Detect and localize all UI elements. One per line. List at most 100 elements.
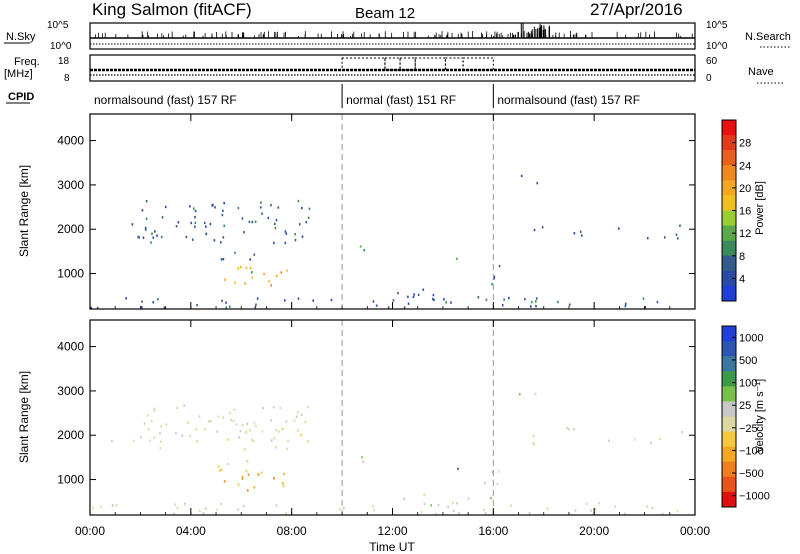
range-gate-cell: [246, 422, 249, 426]
range-gate-cell: [225, 306, 228, 309]
range-gate-cell: [452, 501, 454, 505]
range-gate-cell: [149, 439, 152, 442]
range-gate-cell: [275, 428, 278, 432]
cpid-mode-label: normalsound (fast) 157 RF: [497, 93, 640, 107]
range-gate-cell: [431, 297, 434, 301]
range-gate-cell: [618, 227, 620, 230]
range-gate-cell: [202, 512, 205, 515]
range-gate-cell: [361, 456, 363, 459]
range-gate-cell: [675, 233, 678, 236]
range-gate-cell: [528, 511, 531, 515]
range-gate-cell: [220, 258, 223, 261]
range-gate-cell: [535, 300, 537, 303]
range-gate-cell: [160, 440, 162, 444]
colorbar-swatch: [722, 225, 736, 242]
range-gate-cell: [573, 428, 575, 431]
range-gate-cell: [143, 422, 146, 425]
range-gate-cell: [679, 224, 681, 227]
range-gate-cell: [141, 209, 144, 212]
velocity-panel: 1000 2000 3000 4000 Slant Range [km] 1000 50…: [17, 319, 770, 516]
range-gate-cell: [373, 508, 375, 512]
range-gate-cell: [243, 448, 246, 451]
range-gate-cell: [434, 512, 437, 516]
x-tick-label: 00:00: [75, 524, 105, 538]
range-gate-cell: [407, 302, 410, 305]
velocity-colorbar: 1000 500 100 25 −25 −100 −500 −1000: [721, 325, 770, 508]
range-gate-cell: [656, 300, 659, 304]
colorbar-swatch: [722, 431, 736, 448]
colorbar-swatch: [722, 210, 736, 227]
range-gate-cell: [477, 296, 480, 299]
colorbar-tick-label: 1000: [739, 332, 763, 344]
range-gate-cell: [565, 426, 568, 430]
range-gate-cell: [362, 460, 364, 463]
range-gate-cell: [493, 277, 495, 280]
range-gate-cell: [510, 504, 512, 507]
range-gate-cell: [484, 511, 487, 515]
colorbar-swatch: [722, 326, 736, 342]
range-gate-cell: [270, 419, 272, 422]
range-gate-cell: [145, 217, 148, 220]
range-gate-cell: [185, 235, 188, 239]
range-gate-cell: [300, 433, 302, 437]
range-gate-cell: [235, 423, 238, 426]
range-gate-cell: [131, 223, 134, 226]
range-gate-cell: [160, 235, 163, 239]
freq-mode-box: [341, 57, 386, 71]
range-gate-cell: [99, 505, 102, 509]
range-gate-cell: [145, 199, 148, 203]
range-gate-cell: [305, 220, 308, 224]
range-gate-cell: [196, 439, 198, 443]
range-gate-cell: [452, 509, 455, 512]
colorbar-swatch: [722, 491, 736, 508]
range-gate-cell: [245, 430, 247, 434]
range-gate-cell: [90, 306, 93, 310]
colorbar-tick-label: 500: [739, 355, 757, 367]
range-gate-cell: [159, 446, 162, 450]
range-gate-cell: [153, 230, 156, 233]
range-gate-cell: [300, 413, 303, 416]
range-gate-cell: [457, 467, 459, 470]
range-gate-cell: [220, 502, 223, 506]
range-gate-cell: [254, 305, 257, 309]
y-tick-label: 2000: [57, 222, 84, 236]
nsky-tick-bottom: 10^0: [50, 41, 72, 52]
range-gate-cell: [275, 218, 278, 222]
range-gate-cell: [115, 504, 118, 507]
range-gate-cell: [153, 409, 155, 412]
range-gate-cell: [142, 236, 145, 239]
range-gate-cell: [541, 226, 544, 229]
range-gate-cell: [254, 220, 257, 223]
range-gate-cell: [532, 441, 534, 445]
range-gate-cell: [484, 482, 486, 485]
power-colorbar-label: Power [dB]: [754, 181, 766, 235]
x-tick-label: 04:00: [176, 524, 206, 538]
range-gate-cell: [443, 298, 445, 301]
range-gate-cell: [222, 209, 224, 213]
range-gate-cell: [423, 493, 426, 497]
range-gate-cell: [244, 282, 246, 285]
range-gate-cell: [280, 271, 283, 274]
nsky-frame: [89, 22, 696, 50]
range-gate-cell: [298, 223, 301, 226]
range-gate-cell: [589, 509, 592, 512]
range-gate-cell: [297, 411, 299, 414]
range-gate-cell: [242, 504, 245, 508]
range-gate-cell: [423, 502, 426, 506]
range-gate-cell: [433, 298, 435, 302]
range-gate-cell: [251, 220, 254, 224]
range-gate-cell: [146, 414, 149, 417]
range-gate-cell: [270, 203, 272, 207]
colorbar-tick-label: 25: [739, 400, 751, 412]
range-gate-cell: [152, 301, 155, 304]
range-gate-cell: [214, 206, 216, 209]
range-gate-cell: [624, 304, 627, 308]
range-gate-cell: [193, 225, 196, 228]
colorbar-tick-label: 20: [739, 183, 751, 195]
range-gate-cell: [420, 510, 423, 514]
range-gate-cell: [567, 427, 570, 431]
power-mode-boundaries: [341, 114, 494, 309]
x-tick-label: 08:00: [277, 524, 307, 538]
range-gate-cell: [568, 303, 571, 306]
colorbar-swatch: [722, 356, 736, 372]
